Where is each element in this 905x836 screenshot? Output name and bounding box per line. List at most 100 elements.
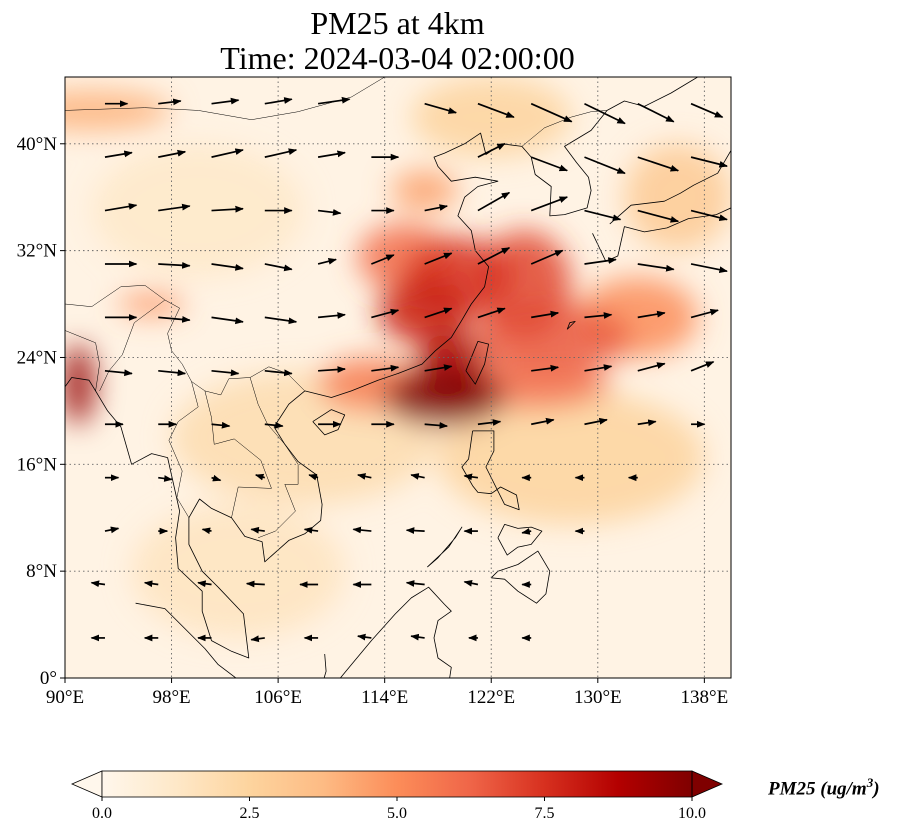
wind-vector-layer (90, 96, 728, 643)
wind-arrow (308, 473, 319, 481)
wind-arrow (211, 474, 222, 482)
coastline-palawan (427, 526, 463, 568)
map-title-line-2: Time: 2024-03-04 02:00:00 (220, 40, 575, 76)
wind-arrow (317, 96, 351, 105)
wind-arrow (201, 527, 212, 535)
wind-arrow (352, 526, 372, 534)
coastline-visayas (497, 524, 543, 556)
y-tick-label: 40°N (17, 134, 58, 155)
wind-arrow (250, 526, 265, 534)
pm25-patch (65, 90, 172, 131)
pm25-patch (624, 143, 731, 251)
wind-arrow (424, 204, 448, 212)
coastline-ryukyu (566, 320, 576, 330)
wind-arrow (158, 149, 187, 158)
border-cambodia-vietnam (258, 484, 296, 539)
wind-arrow (690, 263, 728, 274)
wind-arrow (690, 308, 719, 319)
wind-arrow (211, 316, 244, 325)
colorbar-tick-label: 2.5 (240, 805, 260, 822)
wind-arrow (637, 362, 666, 372)
border-himalaya (65, 285, 166, 307)
wind-arrow (245, 580, 265, 588)
x-tick-label: 98°E (152, 687, 190, 708)
border-bangladesh-india (65, 330, 100, 391)
wind-arrow (104, 526, 120, 534)
wind-arrow (584, 364, 613, 372)
colorbar-tick-label: 0.0 (92, 805, 112, 822)
wind-arrow (264, 421, 284, 429)
wind-arrow (531, 417, 555, 426)
wind-arrow (211, 97, 240, 105)
colorbar-extend-high (691, 770, 724, 798)
pm25-concentration-layer (65, 77, 731, 638)
wind-arrow (584, 312, 613, 319)
wind-arrow (317, 312, 346, 319)
wind-arrow (250, 635, 265, 643)
wind-arrow (318, 366, 346, 373)
wind-arrow (477, 102, 515, 119)
y-tick-label: 8°N (26, 561, 57, 582)
wind-arrow (158, 98, 182, 106)
x-tick-label: 138°E (681, 687, 729, 708)
wind-arrow (637, 209, 680, 223)
pm25-patch (65, 344, 95, 425)
wind-arrow (317, 258, 337, 265)
wind-arrow (690, 209, 728, 221)
coastline-china-east-coast (304, 132, 522, 398)
colorbar-title: PM25 (ug/m3) (768, 775, 880, 800)
wind-arrow (531, 310, 560, 319)
coastline-sumatra (135, 602, 237, 678)
wind-arrow (690, 361, 715, 372)
border-thailand-laos (204, 390, 272, 518)
wind-arrow (264, 263, 293, 272)
y-axis-ticks: 0° 8°N 16°N 24°N 32°N 40°N (17, 134, 65, 689)
wind-arrow (530, 156, 568, 172)
colorbar-ticks: 0.0 2.5 5.0 7.5 10.0 (92, 797, 706, 822)
wind-arrow (371, 308, 400, 319)
wind-arrow (424, 422, 448, 429)
gridline-layer (65, 77, 731, 678)
map-title-line-1: PM25 at 4km (310, 5, 485, 41)
wind-arrow (584, 156, 626, 175)
wind-arrow (463, 473, 479, 481)
colorbar-extend-low (70, 770, 103, 798)
wind-arrow (584, 102, 626, 125)
wind-arrow (410, 633, 425, 641)
pm25-patch (384, 368, 505, 427)
wind-arrow (477, 307, 506, 319)
wind-arrow (637, 263, 675, 272)
border-laos-vietnam (249, 377, 299, 485)
wind-arrow (584, 417, 608, 426)
coastline-indochina (65, 377, 323, 659)
coastline-mindanao (490, 550, 551, 604)
coastline-taiwan (465, 340, 490, 385)
wind-arrow (530, 196, 568, 212)
x-axis-ticks: 90°E 98°E 106°E 114°E 122°E 130°E 138°E (46, 678, 728, 708)
wind-arrow (211, 369, 240, 377)
coastline-japan-sea-coast (609, 135, 731, 225)
wind-arrow (424, 307, 453, 319)
wind-arrow (211, 421, 231, 429)
border-layer (65, 77, 608, 539)
wind-arrow (637, 156, 680, 172)
wind-arrow (104, 203, 138, 212)
coastline-borneo (323, 586, 452, 678)
wind-arrow (690, 102, 724, 118)
map-frame (64, 76, 732, 679)
wind-arrow (531, 364, 560, 372)
wind-arrow (158, 475, 173, 482)
coastline-luzon (461, 430, 520, 511)
wind-arrow (410, 473, 425, 480)
colorbar: 0.0 2.5 5.0 7.5 10.0 (70, 770, 724, 822)
wind-arrow (371, 364, 400, 372)
y-tick-label: 0° (40, 668, 57, 689)
wind-arrow (264, 316, 298, 325)
wind-arrow (158, 261, 191, 269)
wind-arrow (477, 247, 511, 265)
pm25-patch (91, 143, 305, 278)
wind-arrow (317, 208, 342, 216)
wind-arrow (405, 527, 425, 534)
wind-arrow (424, 364, 453, 372)
